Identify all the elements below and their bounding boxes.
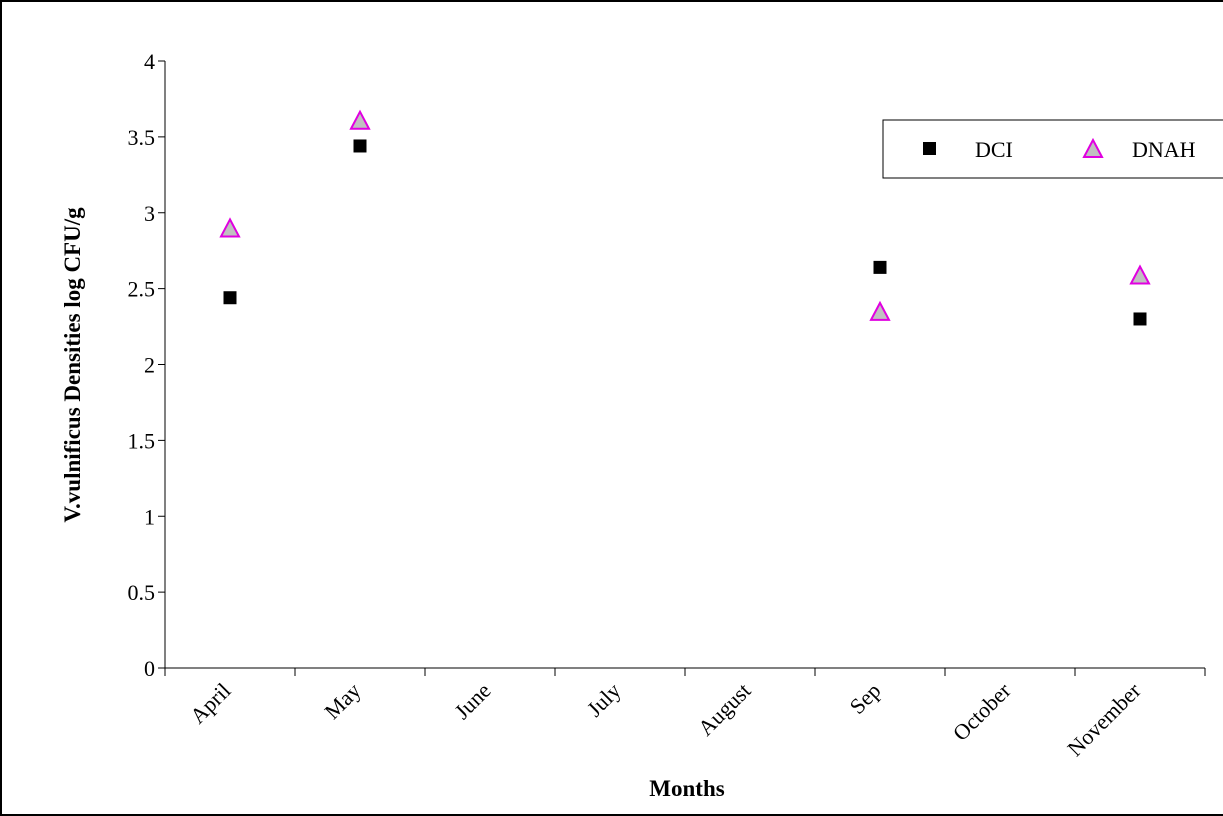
x-axis-title: Months <box>649 776 724 801</box>
point-dnah <box>1129 264 1151 285</box>
point-dnah <box>219 217 241 238</box>
y-tick-label: 1.5 <box>128 428 156 453</box>
legend-dci-label: DCI <box>975 137 1013 162</box>
y-axis-title: V.vulnificus Densities log CFU/g <box>60 207 85 523</box>
legend-box <box>882 119 1223 179</box>
data-points <box>219 109 1151 326</box>
y-tick-label: 2.5 <box>128 277 156 302</box>
y-axis: 0 0.5 1 1.5 2 2.5 3 3.5 4 <box>128 49 166 681</box>
legend: DCI DNAH <box>882 119 1223 179</box>
legend-dnah-marker <box>1082 137 1104 158</box>
x-tick-label: November <box>1062 677 1146 761</box>
point-dnah <box>349 109 371 130</box>
point-dci <box>873 260 887 274</box>
legend-dci-marker <box>923 142 936 155</box>
y-tick-label: 3 <box>144 201 155 226</box>
y-tick-label: 2 <box>144 353 155 378</box>
y-tick-label: 0 <box>144 656 155 681</box>
x-tick-label: May <box>319 678 365 724</box>
x-tick-label: October <box>948 677 1016 745</box>
x-tick-label: July <box>582 678 626 722</box>
legend-dnah-label: DNAH <box>1132 137 1196 162</box>
x-tick-label: August <box>693 678 756 741</box>
y-tick-label: 3.5 <box>128 125 156 150</box>
point-dci <box>223 291 237 305</box>
x-tick-label: June <box>449 678 495 724</box>
x-tick-label: April <box>185 678 236 729</box>
point-dci <box>1133 312 1147 326</box>
y-tick-label: 1 <box>144 504 155 529</box>
x-axis: April May June July August Sep October November <box>164 667 1206 761</box>
point-dci <box>353 139 367 153</box>
point-dnah <box>869 300 891 321</box>
y-tick-label: 4 <box>144 49 155 74</box>
x-tick-label: Sep <box>845 678 886 719</box>
y-tick-label: 0.5 <box>128 580 156 605</box>
